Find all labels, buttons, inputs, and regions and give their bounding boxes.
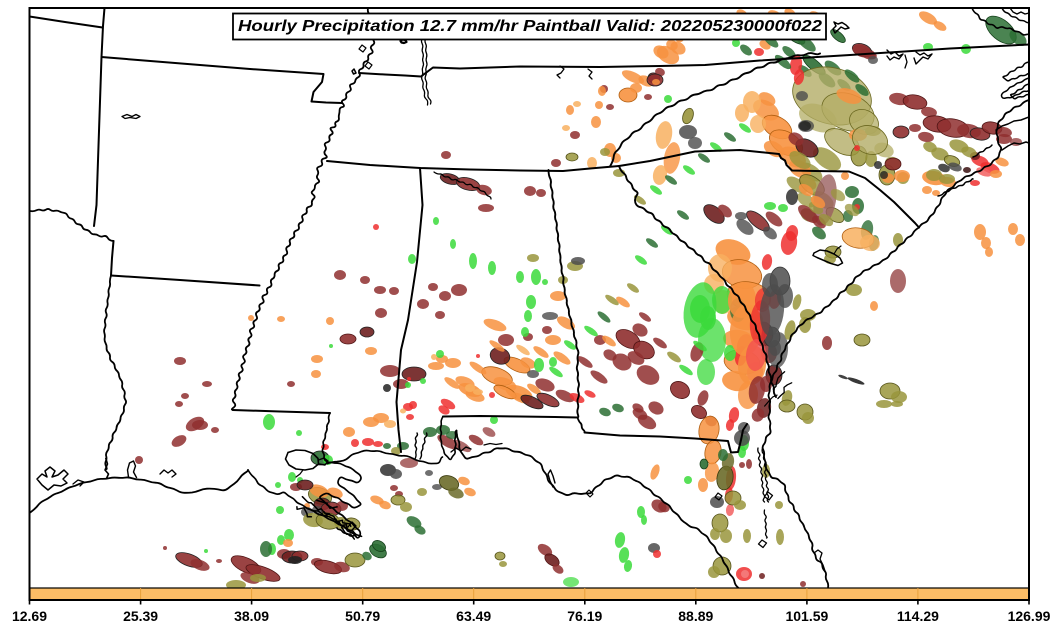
svg-text:63.49: 63.49 <box>456 608 491 624</box>
svg-text:101.59: 101.59 <box>785 608 828 624</box>
svg-text:Hourly Precipitation 12.7 mm/h: Hourly Precipitation 12.7 mm/hr Paintbal… <box>238 18 822 35</box>
svg-text:50.79: 50.79 <box>345 608 380 624</box>
svg-text:126.99: 126.99 <box>1008 608 1051 624</box>
svg-text:25.39: 25.39 <box>123 608 158 624</box>
svg-text:88.89: 88.89 <box>678 608 713 624</box>
svg-text:38.09: 38.09 <box>234 608 269 624</box>
svg-text:12.69: 12.69 <box>12 608 47 624</box>
svg-text:76.19: 76.19 <box>567 608 602 624</box>
svg-text:114.29: 114.29 <box>897 608 939 624</box>
